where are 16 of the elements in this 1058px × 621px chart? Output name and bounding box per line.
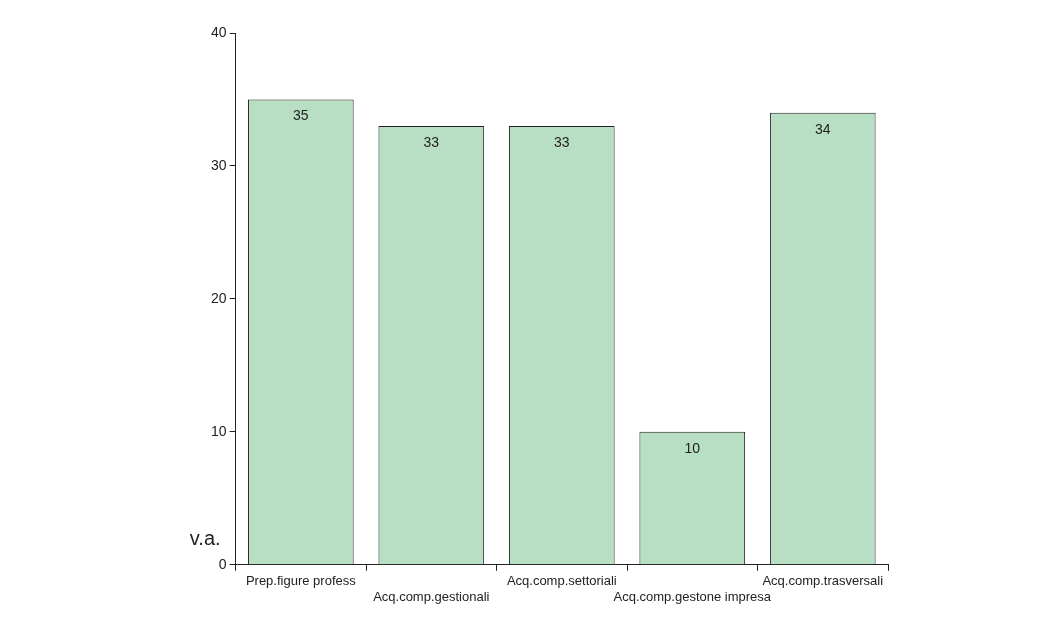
data-label: 33: [554, 133, 570, 150]
data-label: 33: [423, 133, 440, 150]
data-label: 10: [684, 439, 701, 456]
y-tick-label: 20: [210, 289, 227, 306]
y-tick-label: 10: [210, 422, 227, 439]
data-label: 34: [814, 120, 831, 137]
x-tick-label: Acq.comp.gestone impresa: [613, 588, 772, 604]
y-axis-title: v.a.: [189, 527, 221, 550]
y-tick-label: 0: [218, 555, 227, 572]
x-tick-label: Acq.comp.settoriali: [506, 573, 617, 589]
y-tick-label: 40: [210, 23, 227, 40]
x-tick-label: Prep.figure profess: [245, 573, 357, 589]
x-tick-label: Acq.comp.trasversali: [762, 573, 884, 589]
data-label: 35: [293, 107, 309, 124]
x-tick-label: Acq.comp.gestionali: [373, 588, 490, 604]
y-tick-label: 30: [210, 156, 227, 173]
